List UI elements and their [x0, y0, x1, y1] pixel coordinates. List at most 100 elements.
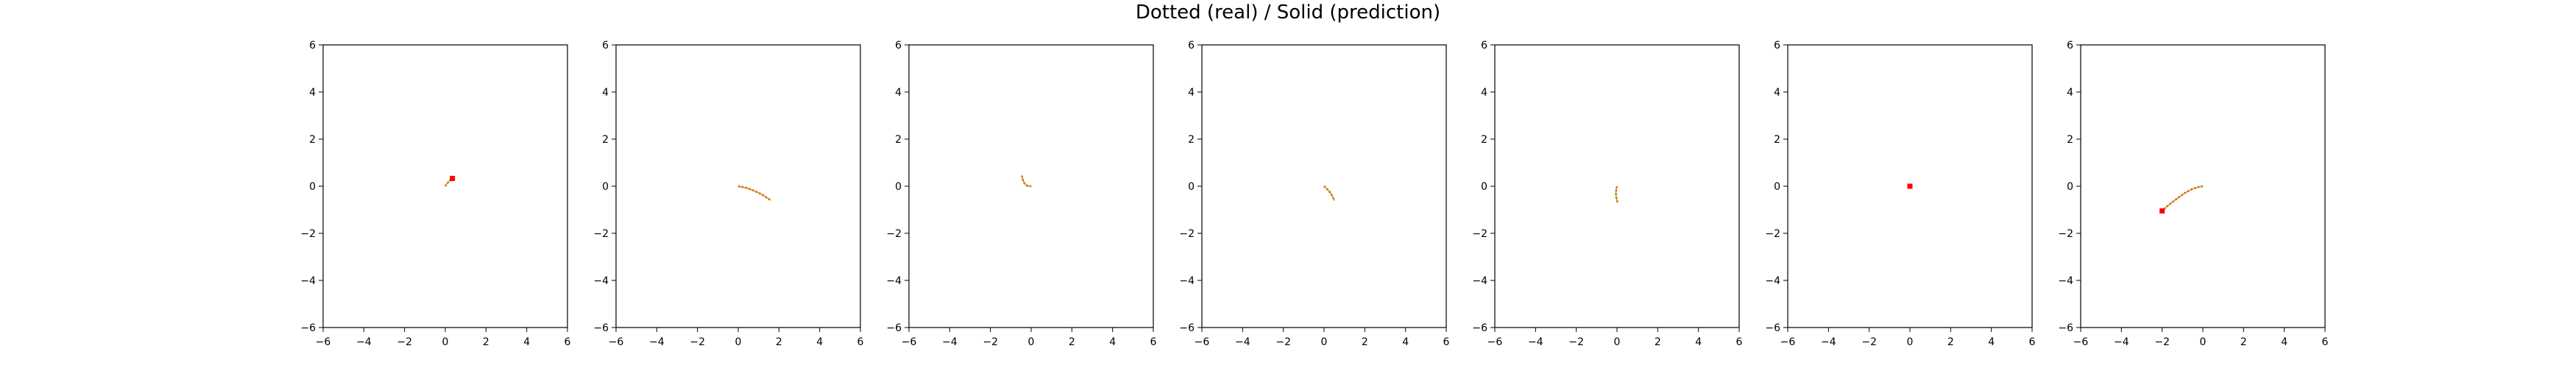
y-tick-label: 0	[1481, 181, 1487, 193]
prediction-line	[737, 185, 771, 201]
x-tick-label: 4	[1109, 336, 1116, 348]
y-tick-label: −4	[300, 275, 316, 287]
x-tick-label: 6	[2029, 336, 2036, 348]
x-tick-label: 0	[2200, 336, 2207, 348]
y-tick-label: 2	[1188, 134, 1195, 146]
x-tick-label: −6	[1487, 336, 1503, 348]
y-tick-label: −2	[1179, 228, 1195, 240]
y-tick-label: 4	[1481, 87, 1487, 99]
y-tick-label: −4	[1472, 275, 1487, 287]
x-tick-label: −4	[649, 336, 665, 348]
subplot-3: −6−6 −4 −4 −2 −2 0 0 2 2 4 4 6 6	[886, 40, 1156, 348]
y-tick-label: 4	[1188, 87, 1195, 99]
real-line	[737, 185, 772, 202]
x-tick-label: 6	[2322, 336, 2329, 348]
x-tick-label: −4	[1235, 336, 1250, 348]
x-tick-label: −4	[2114, 336, 2129, 348]
y-tick-label: −4	[593, 275, 609, 287]
y-tick-label: 6	[1774, 40, 1780, 52]
subplot-4: −6−6 −4 −4 −2 −2 0 0 2 2 4 4 6 6	[1179, 40, 1449, 348]
real-line	[2161, 185, 2204, 212]
y-tick-label: 0	[2067, 181, 2073, 193]
x-tick-label: 2	[1947, 336, 1954, 348]
x-tick-label: 4	[1988, 336, 1995, 348]
x-tick-label: 4	[1402, 336, 1409, 348]
x-tick-label: −2	[690, 336, 705, 348]
y-tick-label: −2	[1765, 228, 1780, 240]
y-tick-label: 4	[2067, 87, 2073, 99]
x-tick-label: −4	[1821, 336, 1836, 348]
y-tick-label: 2	[309, 134, 316, 146]
x-tick-label: −6	[1195, 336, 1210, 348]
y-tick-label: −6	[300, 322, 316, 334]
y-tick-label: −4	[2058, 275, 2073, 287]
y-tick-label: 2	[2067, 134, 2073, 146]
y-tick-label: −6	[1765, 322, 1780, 334]
x-tick-label: 2	[1069, 336, 1075, 348]
subplot-2: −6−6 −4 −4 −2 −2 0 0 2 2 4 4 6 6	[593, 40, 863, 348]
y-tick-label: 2	[895, 134, 902, 146]
x-tick-label: −4	[942, 336, 958, 348]
y-tick-label: 0	[1774, 181, 1780, 193]
y-tick-label: −2	[300, 228, 316, 240]
y-tick-label: 0	[895, 181, 902, 193]
subplot-6: −6−6 −4 −4 −2 −2 0 0 2 2 4 4 6 6	[1765, 40, 2035, 348]
y-tick-label: 4	[1774, 87, 1780, 99]
x-tick-label: −2	[397, 336, 412, 348]
y-tick-label: 0	[602, 181, 609, 193]
x-tick-label: 0	[1321, 336, 1328, 348]
y-tick-label: −6	[1179, 322, 1195, 334]
x-tick-label: 0	[735, 336, 742, 348]
x-tick-label: 6	[1443, 336, 1450, 348]
y-tick-label: 6	[895, 40, 902, 52]
y-tick-label: 4	[602, 87, 609, 99]
x-tick-label: 6	[1150, 336, 1157, 348]
point-marker	[1907, 183, 1913, 189]
x-tick-label: −6	[609, 336, 624, 348]
x-tick-label: 2	[1655, 336, 1661, 348]
x-tick-label: −2	[1568, 336, 1584, 348]
x-tick-label: 6	[565, 336, 571, 348]
prediction-line	[1615, 185, 1618, 203]
y-tick-label: −4	[1765, 275, 1780, 287]
x-tick-label: −2	[2154, 336, 2170, 348]
x-tick-label: −2	[983, 336, 998, 348]
y-tick-label: 2	[602, 134, 609, 146]
prediction-line	[1323, 185, 1335, 202]
y-tick-label: 2	[1481, 134, 1487, 146]
subplot-1: −6−6 −4 −4 −2 −2 0 0 2 2 4 4 6 6	[300, 40, 570, 348]
y-tick-label: −2	[1472, 228, 1487, 240]
subplot-7: −6−6 −4 −4 −2 −2 0 0 2 2 4 4 6 6	[2058, 40, 2328, 348]
x-tick-label: 4	[523, 336, 530, 348]
y-tick-label: −6	[1472, 322, 1487, 334]
x-tick-label: 0	[1907, 336, 1914, 348]
real-line	[1323, 185, 1335, 202]
x-tick-label: −2	[1861, 336, 1877, 348]
x-tick-label: 4	[1695, 336, 1702, 348]
x-tick-label: 0	[1028, 336, 1035, 348]
x-tick-label: 6	[1736, 336, 1743, 348]
y-tick-label: 6	[1188, 40, 1195, 52]
x-tick-label: −4	[356, 336, 372, 348]
x-tick-label: 2	[1362, 336, 1368, 348]
x-tick-label: 4	[2281, 336, 2287, 348]
y-tick-label: −2	[593, 228, 609, 240]
y-tick-label: 2	[1774, 134, 1780, 146]
y-tick-label: 4	[309, 87, 316, 99]
x-tick-label: 0	[442, 336, 449, 348]
point-marker	[450, 175, 456, 181]
x-tick-label: −6	[2073, 336, 2089, 348]
x-tick-label: −4	[1528, 336, 1543, 348]
y-tick-label: −2	[2058, 228, 2073, 240]
y-tick-label: −6	[886, 322, 902, 334]
y-tick-label: −6	[593, 322, 609, 334]
y-tick-label: 6	[1481, 40, 1487, 52]
x-tick-label: 2	[483, 336, 489, 348]
point-marker	[2159, 208, 2165, 214]
x-tick-label: 6	[857, 336, 864, 348]
y-tick-label: −4	[886, 275, 902, 287]
y-tick-label: 0	[1188, 181, 1195, 193]
figure-title: Dotted (real) / Solid (prediction)	[1135, 1, 1441, 24]
